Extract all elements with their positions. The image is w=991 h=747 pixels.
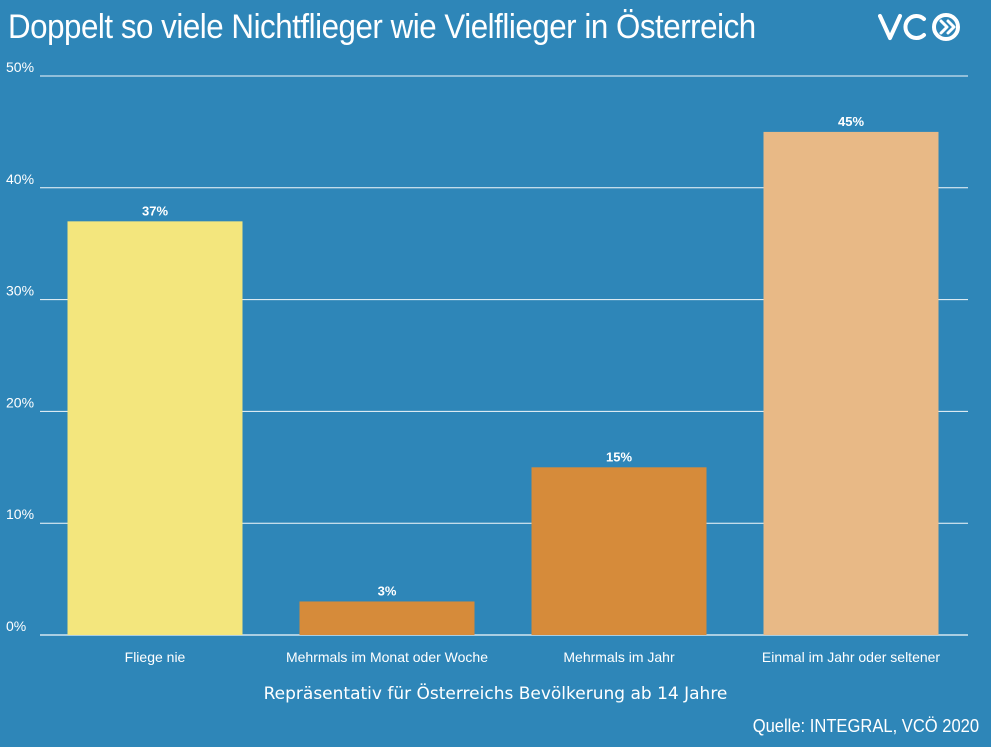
y-tick-label: 40% <box>6 171 34 187</box>
x-tick-label: Mehrmals im Jahr <box>563 649 675 665</box>
x-tick-label: Einmal im Jahr oder seltener <box>762 649 941 665</box>
x-tick-label: Mehrmals im Monat oder Woche <box>286 649 488 665</box>
chart-subtitle: Repräsentativ für Österreichs Bevölkerun… <box>263 684 728 704</box>
data-label: 45% <box>838 114 864 129</box>
data-label: 37% <box>142 203 168 218</box>
chart-title: Doppelt so viele Nichtflieger wie Vielfl… <box>8 8 756 46</box>
y-tick-label: 20% <box>6 394 34 410</box>
y-tick-label: 50% <box>6 59 34 75</box>
data-label: 15% <box>606 449 632 464</box>
source-note: Quelle: INTEGRAL, VCÖ 2020 <box>752 716 979 736</box>
data-label: 3% <box>378 583 397 598</box>
bar <box>299 601 475 635</box>
bar <box>763 131 939 635</box>
bar <box>531 467 707 635</box>
y-tick-label: 0% <box>6 618 26 634</box>
vco-logo <box>878 13 960 41</box>
x-tick-label: Fliege nie <box>125 649 186 665</box>
y-tick-label: 30% <box>6 283 34 299</box>
y-tick-label: 10% <box>6 506 34 522</box>
bar <box>67 221 243 635</box>
